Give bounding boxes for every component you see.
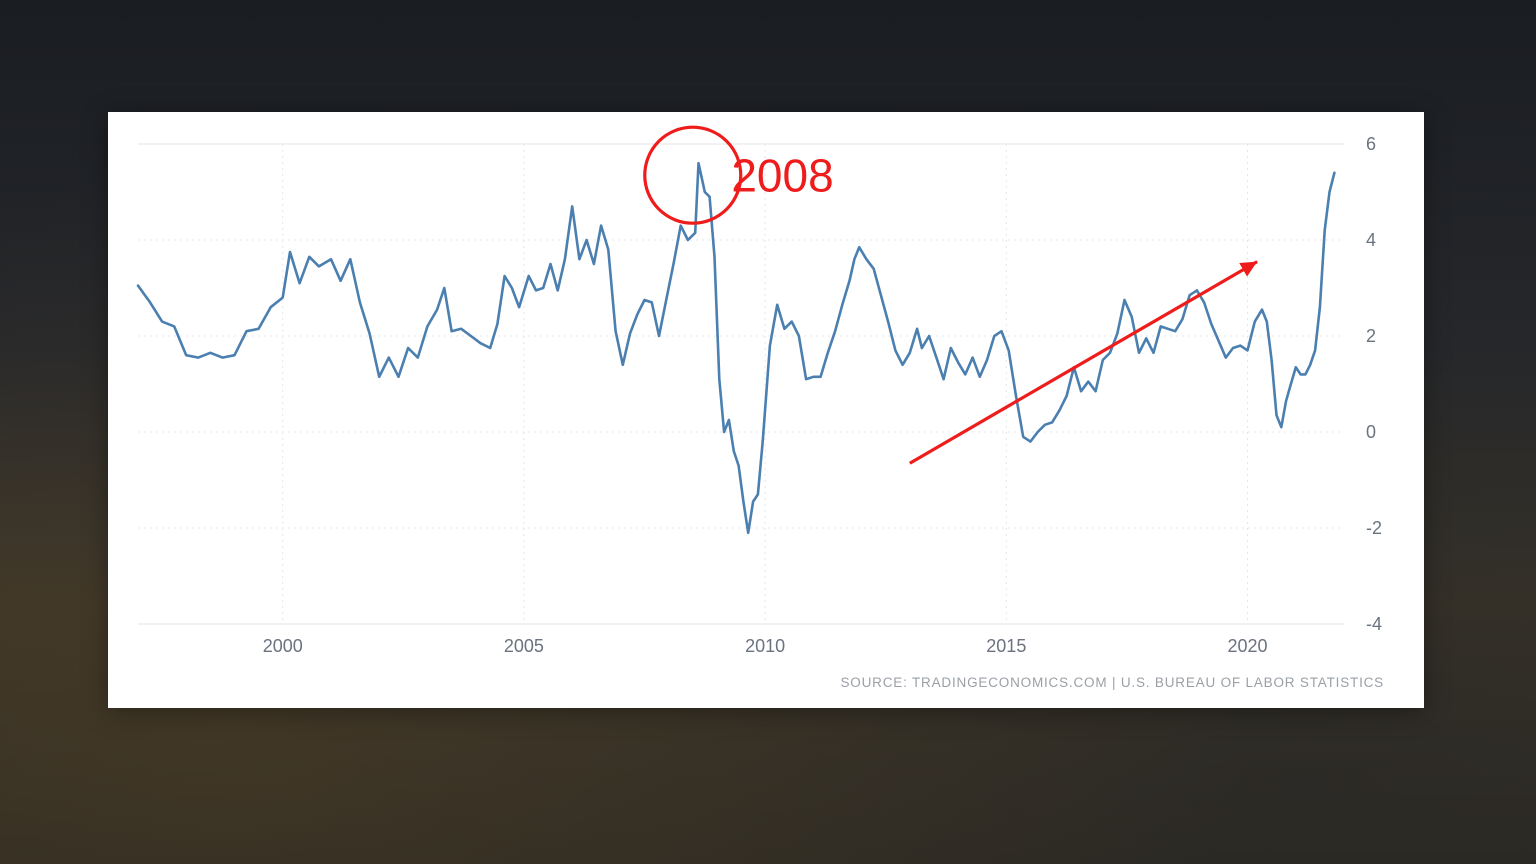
annotation-trend-arrow (910, 262, 1257, 464)
chart-card: -4 -2 0 2 4 6 2000 2005 2010 2015 2020 2008 SOURCE:… (108, 112, 1424, 708)
data-series-line (138, 163, 1334, 533)
annotation-label-2008: 2008 (731, 149, 833, 201)
svg-text:2005: 2005 (504, 636, 544, 656)
annotation-circle-2008 (645, 127, 741, 223)
slide-stage: -4 -2 0 2 4 6 2000 2005 2010 2015 2020 2008 SOURCE:… (0, 0, 1536, 864)
svg-text:0: 0 (1366, 422, 1376, 442)
chart-source: SOURCE: TRADINGECONOMICS.COM | U.S. BURE… (840, 675, 1384, 690)
svg-text:6: 6 (1366, 134, 1376, 154)
svg-text:2020: 2020 (1227, 636, 1267, 656)
svg-text:2000: 2000 (263, 636, 303, 656)
svg-text:2010: 2010 (745, 636, 785, 656)
svg-text:2015: 2015 (986, 636, 1026, 656)
svg-text:-2: -2 (1366, 518, 1382, 538)
svg-text:-4: -4 (1366, 614, 1382, 634)
svg-text:4: 4 (1366, 230, 1376, 250)
line-chart: -4 -2 0 2 4 6 2000 2005 2010 2015 2020 2008 (108, 112, 1424, 708)
svg-text:2: 2 (1366, 326, 1376, 346)
